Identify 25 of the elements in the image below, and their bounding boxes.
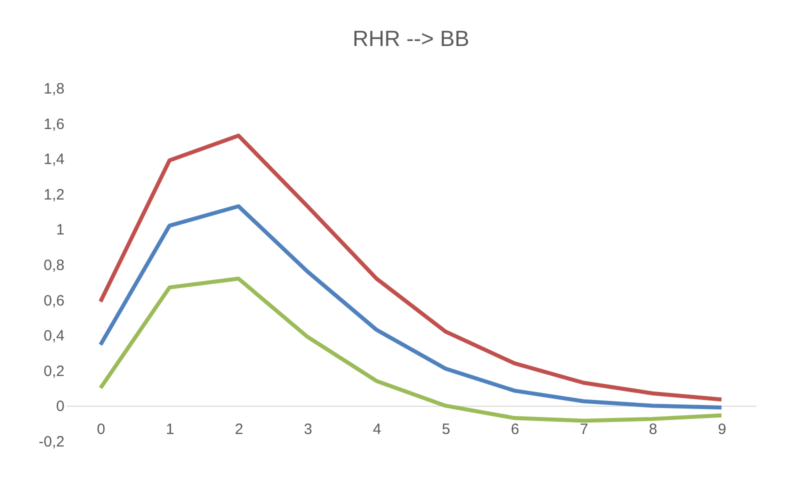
y-tick-label: 1,2 xyxy=(44,186,64,204)
x-tick-label: 9 xyxy=(718,421,726,438)
x-tick-label: 6 xyxy=(510,421,520,438)
y-tick-label: -0,2 xyxy=(38,434,64,450)
chart-title: RHR --> BB xyxy=(352,26,470,51)
y-tick-label: 0,6 xyxy=(44,292,64,310)
y-tick-label: 1,8 xyxy=(44,80,64,98)
y-tick-label: 0 xyxy=(56,398,64,416)
x-tick-label: 4 xyxy=(372,421,382,438)
y-tick-label: 1,6 xyxy=(44,116,64,133)
line-series xyxy=(98,276,724,423)
y-tick-label: 0,8 xyxy=(44,257,64,274)
x-tick-label: 2 xyxy=(234,421,244,438)
x-tick-label: 5 xyxy=(442,421,450,438)
y-tick-label: 1,4 xyxy=(44,151,64,168)
y-tick-label: 0,4 xyxy=(44,328,64,345)
x-tick-label: 3 xyxy=(304,421,312,438)
line-series xyxy=(98,204,724,410)
x-tick-label: 8 xyxy=(648,421,658,438)
y-tick-label: 1 xyxy=(56,222,64,239)
x-tick-label: 7 xyxy=(580,421,588,438)
x-tick-label: 0 xyxy=(96,421,106,438)
y-tick-label: 0,2 xyxy=(44,362,64,380)
x-tick-label: 1 xyxy=(166,421,174,438)
line-series xyxy=(98,134,724,402)
